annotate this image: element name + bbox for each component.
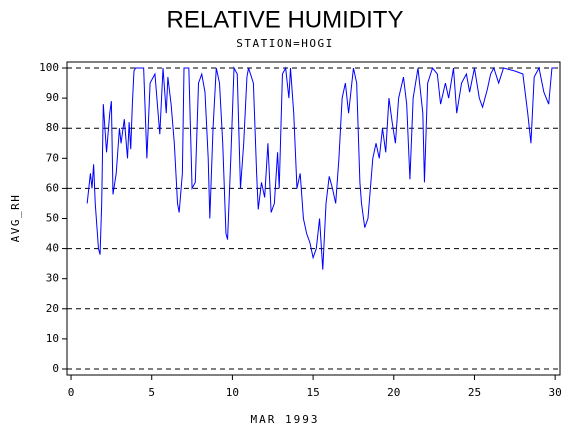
y-tick-label: 100	[39, 61, 59, 74]
x-tick-label: 15	[306, 386, 319, 399]
chart-title: RELATIVE HUMIDITY	[167, 6, 404, 33]
data-line	[86, 66, 556, 270]
chart-subtitle: STATION=HOGI	[236, 37, 333, 50]
x-axis-label: MAR 1993	[251, 413, 320, 426]
x-tick-label: 25	[468, 386, 481, 399]
y-tick-label: 0	[52, 362, 59, 375]
x-tick-label: 0	[68, 386, 75, 399]
y-tick-label: 90	[46, 91, 59, 104]
y-axis-label: AVG_RH	[9, 194, 22, 243]
y-tick-label: 30	[46, 272, 59, 285]
y-tick-label: 60	[46, 181, 59, 194]
x-tick-label: 20	[387, 386, 400, 399]
y-tick-label: 70	[46, 151, 59, 164]
y-tick-label: 40	[46, 242, 59, 255]
x-tick-label: 10	[226, 386, 239, 399]
y-tick-label: 50	[46, 212, 59, 225]
y-tick-label: 80	[46, 121, 59, 134]
y-tick-label: 20	[46, 302, 59, 315]
x-tick-label: 30	[549, 386, 562, 399]
y-tick-label: 10	[46, 332, 59, 345]
x-tick-label: 5	[148, 386, 155, 399]
